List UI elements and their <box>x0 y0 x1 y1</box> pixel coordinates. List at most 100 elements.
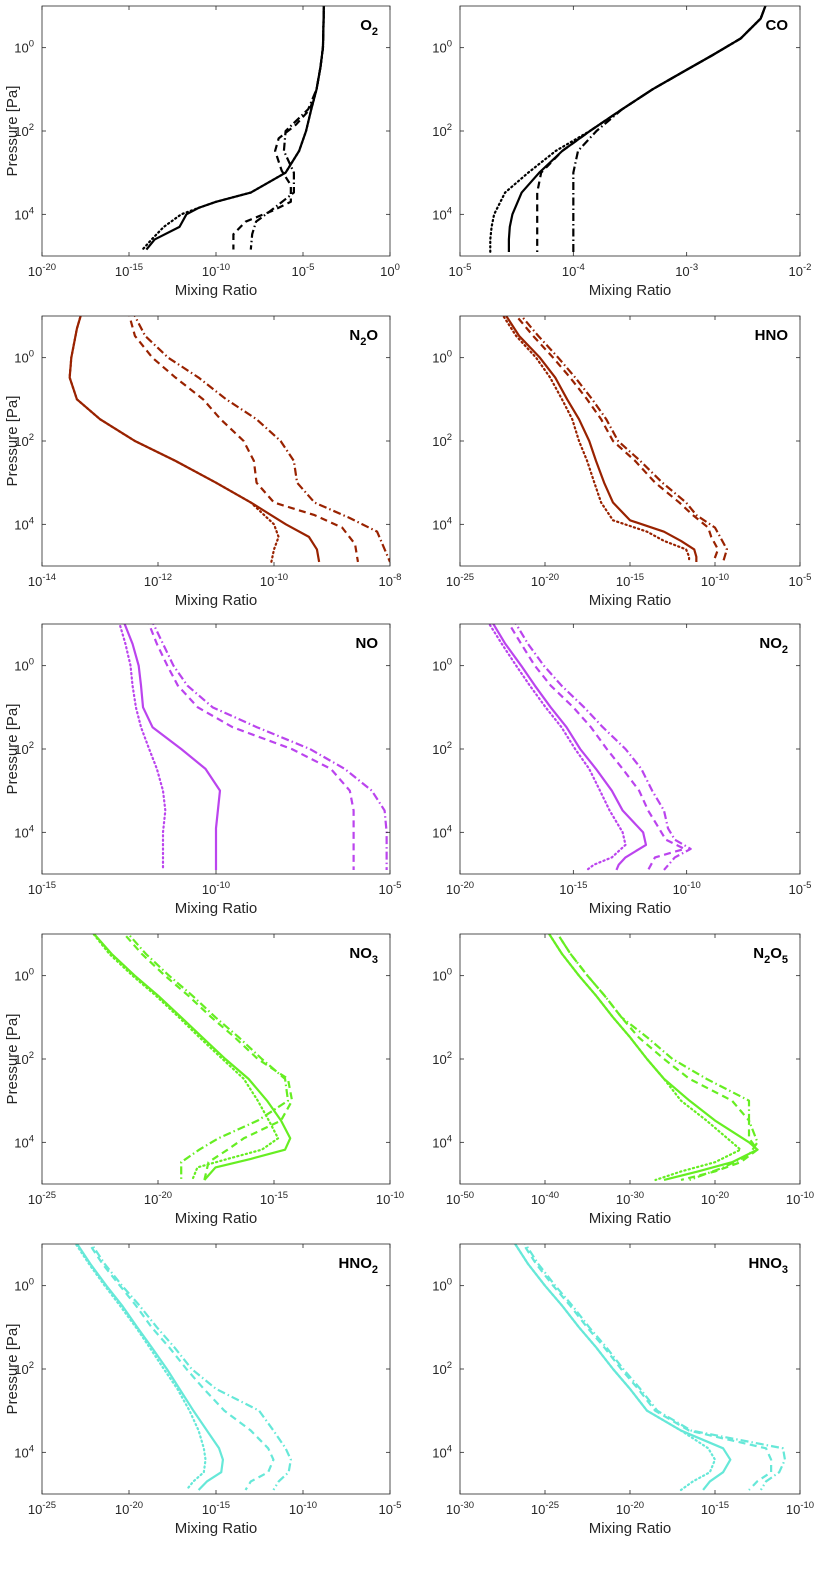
tick-exponent: -20 <box>42 262 56 273</box>
panel-7: 10-50 10-40 10-30 10-20 10-10100102104Mixing… <box>432 933 814 1227</box>
axes-frame <box>459 933 801 1185</box>
y-tick-label: 100 <box>432 349 452 366</box>
x-tick-label: 10-10 <box>701 572 729 589</box>
y-tick-label: 100 <box>14 349 34 366</box>
tick-base: 10 <box>432 434 446 449</box>
tick-exponent: 2 <box>29 1050 34 1061</box>
species-name: NO <box>356 635 379 652</box>
species-name: NO <box>349 945 372 962</box>
tick-base: 10 <box>531 1192 545 1207</box>
x-tick-label: 10-25 <box>531 1500 559 1517</box>
tick-base: 10 <box>14 1135 28 1150</box>
tick-base: 10 <box>202 882 216 897</box>
tick-exponent: 0 <box>447 39 452 50</box>
series-group <box>489 6 767 254</box>
x-tick-label: 10-10 <box>202 880 230 897</box>
series-line-dashdot <box>524 1244 787 1491</box>
axes-frame <box>41 5 391 257</box>
tick-exponent: 2 <box>447 432 452 443</box>
tick-base: 10 <box>616 574 630 589</box>
tick-exponent: -5 <box>306 262 314 273</box>
x-tick-label: 10-20 <box>115 1500 143 1517</box>
species-subscript: 2 <box>372 26 378 38</box>
x-tick-label: 100 <box>380 262 400 279</box>
y-axis-label: Pressure [Pa] <box>4 396 21 487</box>
y-tick-label: 104 <box>14 205 34 222</box>
tick-base: 10 <box>28 574 42 589</box>
tick-exponent: 4 <box>29 823 34 834</box>
x-tick-label: 10-25 <box>28 1500 56 1517</box>
y-tick-label: 104 <box>14 1443 34 1460</box>
tick-exponent: 4 <box>447 205 452 216</box>
y-axis-label: Pressure [Pa] <box>4 704 21 795</box>
x-axis-label: Mixing Ratio <box>175 1520 258 1537</box>
tick-base: 10 <box>616 1192 630 1207</box>
tick-exponent: 0 <box>29 657 34 668</box>
tick-base: 10 <box>14 825 28 840</box>
tick-exponent: -15 <box>574 880 588 891</box>
tick-base: 10 <box>701 1502 715 1517</box>
tick-base: 10 <box>292 264 306 279</box>
tick-exponent: -3 <box>690 262 698 273</box>
y-tick-label: 104 <box>432 1443 452 1460</box>
y-tick-label: 102 <box>432 740 452 757</box>
y-tick-label: 104 <box>432 205 452 222</box>
tick-base: 10 <box>202 1502 216 1517</box>
tick-base: 10 <box>144 1192 158 1207</box>
x-axis-label: Mixing Ratio <box>175 900 258 917</box>
tick-base: 10 <box>14 351 28 366</box>
tick-exponent: 4 <box>29 1443 34 1454</box>
tick-base: 10 <box>14 969 28 984</box>
x-axis-label: Mixing Ratio <box>589 592 672 609</box>
tick-base: 10 <box>28 264 42 279</box>
tick-base: 10 <box>14 1445 28 1460</box>
x-tick-label: 10-3 <box>675 262 698 279</box>
series-line-solid <box>123 624 222 870</box>
tick-base: 10 <box>28 1502 42 1517</box>
y-tick-label: 100 <box>14 967 34 984</box>
tick-exponent: 0 <box>447 1277 452 1288</box>
tick-exponent: -10 <box>800 1500 814 1511</box>
series-line-dot <box>501 316 691 564</box>
tick-exponent: -15 <box>274 1190 288 1201</box>
series-line-dashdot <box>556 934 759 1181</box>
y-tick-label: 102 <box>14 1050 34 1067</box>
series-group <box>74 1244 292 1492</box>
tick-base: 10 <box>14 41 28 56</box>
tick-exponent: -14 <box>42 572 56 583</box>
species-title: NO <box>356 635 379 652</box>
tick-base: 10 <box>675 264 689 279</box>
species-title: N2O5 <box>753 945 788 966</box>
tick-exponent: -25 <box>42 1500 56 1511</box>
tick-exponent: -4 <box>576 262 584 273</box>
tick-base: 10 <box>432 351 446 366</box>
series-line-solid <box>504 316 698 562</box>
series-group <box>501 316 728 564</box>
y-tick-label: 104 <box>14 823 34 840</box>
series-line-dashdot <box>572 6 767 252</box>
tick-exponent: -15 <box>129 262 143 273</box>
tick-exponent: 0 <box>29 967 34 978</box>
x-tick-label: 10-5 <box>449 262 472 279</box>
x-tick-label: 10-15 <box>559 880 587 897</box>
tick-exponent: 0 <box>395 262 400 273</box>
tick-base: 10 <box>115 1502 129 1517</box>
tick-exponent: -8 <box>393 572 401 583</box>
series-line-dot <box>92 934 280 1182</box>
x-tick-label: 10-5 <box>379 880 402 897</box>
tick-base: 10 <box>289 1502 303 1517</box>
series-group <box>488 624 692 872</box>
tick-base: 10 <box>144 574 158 589</box>
tick-base: 10 <box>559 882 573 897</box>
series-line-dash <box>128 316 360 563</box>
series-line-dash <box>122 934 294 1181</box>
series-line-dash <box>536 6 767 252</box>
y-tick-label: 104 <box>14 515 34 532</box>
tick-base: 10 <box>531 1502 545 1517</box>
tick-base: 10 <box>380 264 394 279</box>
x-tick-label: 10-25 <box>28 1190 56 1207</box>
